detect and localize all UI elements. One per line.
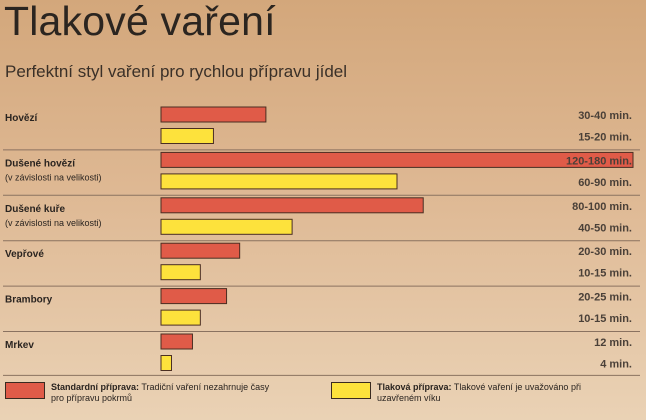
category-label: Brambory: [5, 295, 53, 306]
page-title: Tlakové vaření: [4, 0, 276, 44]
pressure-bar: [160, 355, 172, 371]
pressure-bar: [160, 128, 214, 144]
page-subtitle: Perfektní styl vaření pro rychlou přípra…: [5, 62, 348, 81]
standard-bar: [160, 106, 267, 123]
value-label: 40-50 min.: [578, 222, 632, 234]
pressure-bar: [160, 264, 201, 281]
legend-standard-text: Standardní příprava: Tradiční vaření nez…: [51, 382, 270, 403]
value-label: 60-90 min.: [578, 177, 632, 189]
standard-bar: [160, 288, 228, 305]
category-label: Dušené hovězí: [5, 158, 76, 169]
value-label: 12 min.: [594, 337, 632, 349]
category-note: (v závislosti na velikosti): [5, 218, 102, 228]
value-label: 20-25 min.: [578, 292, 632, 304]
legend-pressure: Tlaková příprava: Tlakové vaření je uvaž…: [331, 382, 607, 404]
value-label: 15-20 min.: [578, 132, 632, 144]
legend-pressure-text: Tlaková příprava: Tlakové vaření je uvaž…: [377, 382, 581, 403]
value-label: 80-100 min.: [572, 201, 632, 213]
legend-standard: Standardní příprava: Tradiční vaření nez…: [5, 382, 281, 404]
category-label: Mrkev: [5, 340, 34, 351]
value-label: 4 min.: [600, 359, 632, 371]
value-label: 10-15 min.: [578, 268, 632, 280]
standard-bar: [160, 151, 634, 168]
pressure-bar: [160, 218, 293, 235]
value-label: 120-180 min.: [566, 155, 632, 167]
value-label: 30-40 min.: [578, 110, 632, 122]
category-label: Dušené kuře: [5, 204, 65, 215]
legend-standard-swatch: [5, 382, 45, 399]
pressure-bar: [160, 173, 398, 190]
value-label: 20-30 min.: [578, 246, 632, 258]
value-label: 10-15 min.: [578, 313, 632, 325]
standard-bar: [160, 242, 241, 259]
category-label: Hovězí: [5, 113, 38, 124]
pressure-bar: [160, 309, 201, 326]
standard-bar: [160, 197, 424, 214]
category-note: (v závislosti na velikosti): [5, 172, 102, 182]
standard-bar: [160, 333, 193, 350]
legend-pressure-swatch: [331, 382, 371, 399]
category-label: Vepřové: [5, 249, 44, 260]
